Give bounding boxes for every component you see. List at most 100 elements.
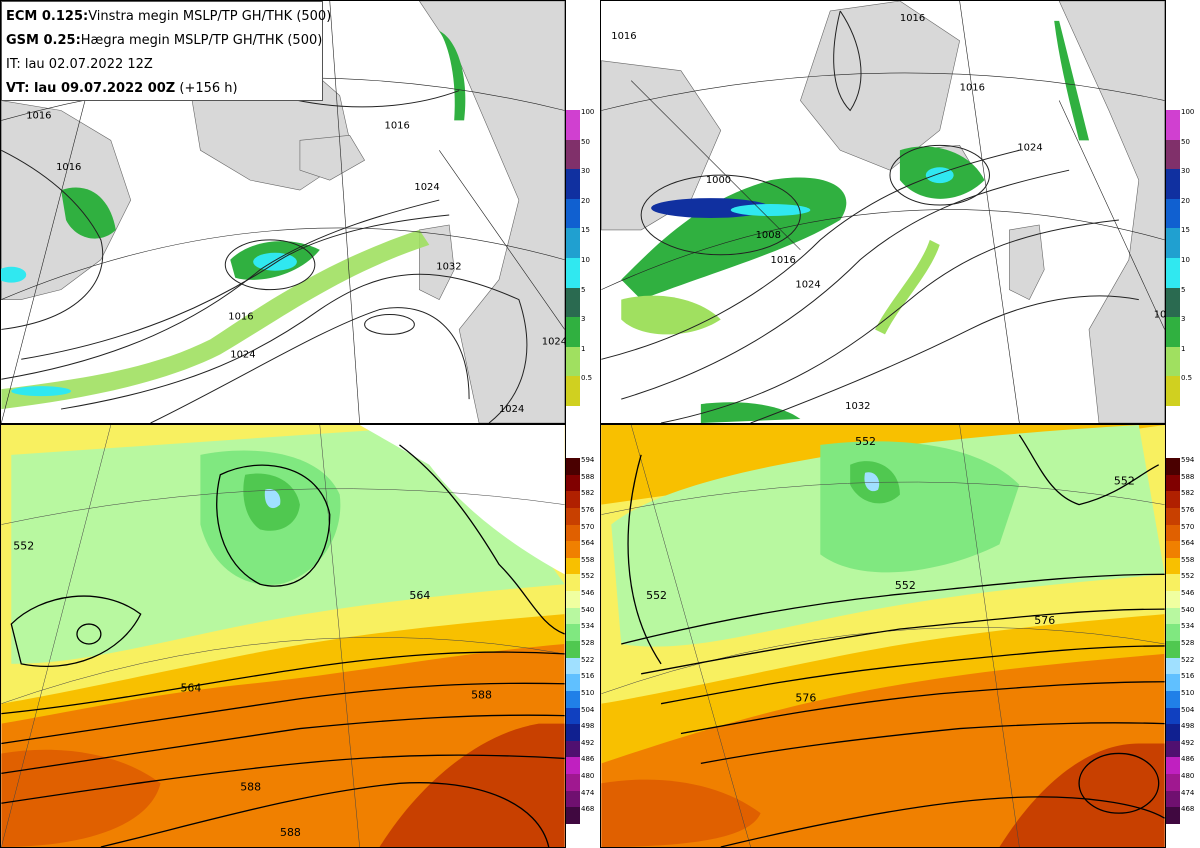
isobar-low bbox=[640, 174, 801, 256]
isobar bbox=[750, 295, 1139, 423]
colorbar-label: 510 bbox=[581, 688, 595, 697]
colorbar-segment bbox=[1166, 287, 1180, 318]
isobar-label: 1016 bbox=[56, 162, 81, 173]
colorbar-label: 540 bbox=[1181, 605, 1195, 614]
colorbar-label: 576 bbox=[581, 505, 595, 514]
height-contour bbox=[1, 714, 565, 774]
colorbar-segment bbox=[566, 724, 580, 742]
colorbar-label: 570 bbox=[581, 522, 595, 531]
colorbar-label: 480 bbox=[581, 772, 595, 781]
thk-fill-528 bbox=[264, 489, 281, 509]
colorbar-segment bbox=[566, 491, 580, 509]
precip-greenland-east bbox=[439, 30, 466, 121]
colorbar-label: 1 bbox=[581, 344, 586, 353]
colorbar-segment bbox=[566, 198, 580, 229]
colorbar-segment bbox=[566, 740, 580, 758]
height-contour bbox=[76, 623, 102, 645]
colorbar-segment bbox=[1166, 317, 1180, 348]
isobar-label: 1008 bbox=[756, 230, 781, 241]
height-contour bbox=[1018, 434, 1159, 506]
colorbar-segment bbox=[1166, 139, 1180, 170]
colorbar-label: 492 bbox=[581, 738, 595, 747]
isobar-label: 1016 bbox=[960, 83, 985, 94]
height-contour bbox=[641, 608, 1165, 675]
isobar bbox=[660, 219, 1119, 423]
latitude-line bbox=[601, 481, 1165, 515]
longitude-line bbox=[329, 1, 360, 423]
thk-fill-528 bbox=[864, 472, 880, 492]
colorbar-label: 100 bbox=[581, 108, 595, 116]
thickness-colorbar-left: 594 588 582 576 570 564 558 552 546 540 534 528 522 5… bbox=[566, 456, 600, 825]
colorbar-label: 492 bbox=[1181, 738, 1195, 747]
isobar-label: 1016 bbox=[26, 110, 51, 121]
colorbar-label: 474 bbox=[1181, 788, 1195, 797]
colorbar-label: 10 bbox=[581, 256, 590, 264]
colorbar-label: 546 bbox=[581, 589, 595, 598]
colorbar-segment bbox=[566, 169, 580, 200]
colorbar-label: 594 bbox=[1181, 456, 1195, 464]
colorbar-label: 534 bbox=[581, 622, 595, 631]
colorbar-segment bbox=[1166, 258, 1180, 289]
thickness-colorbar: 594 588 582 576 570 564 558 552 546 540 534 528 522 5… bbox=[1166, 456, 1200, 825]
colorbar-label: 564 bbox=[581, 539, 595, 548]
colorbar-segment bbox=[566, 707, 580, 725]
colorbar-segment bbox=[566, 524, 580, 542]
isobar-high bbox=[364, 314, 415, 335]
gsm-gh-thk-map: 552 552 552 576 576 552 bbox=[600, 424, 1166, 848]
isobar-label: 1024 bbox=[542, 336, 565, 347]
height-label: 564 bbox=[180, 682, 201, 695]
colorbar-segment bbox=[566, 110, 580, 141]
colorbar-segment bbox=[566, 228, 580, 259]
height-label: 564 bbox=[409, 589, 430, 602]
colorbar-label: 504 bbox=[1181, 705, 1195, 714]
longitude-line bbox=[1, 425, 112, 847]
height-contour bbox=[399, 444, 565, 635]
precip-band-west bbox=[61, 187, 116, 239]
ecm-thk-map-svg: 564 564 588 588 588 552 bbox=[1, 425, 565, 847]
colorbar-label: 510 bbox=[1181, 688, 1195, 697]
colorbar-label: 498 bbox=[581, 722, 595, 731]
colorbar-label: 564 bbox=[1181, 539, 1195, 548]
latitude-line bbox=[1, 227, 565, 300]
colorbar-segment bbox=[1166, 740, 1180, 758]
colorbar-segment bbox=[1166, 557, 1180, 575]
height-contour bbox=[10, 595, 142, 668]
colorbar-label: 558 bbox=[1181, 555, 1195, 564]
colorbar-label: 594 bbox=[581, 456, 595, 464]
colorbar-segment bbox=[566, 557, 580, 575]
colorbar-segment bbox=[566, 287, 580, 318]
colorbar-segment bbox=[1166, 228, 1180, 259]
colorbar-segment bbox=[1166, 674, 1180, 692]
colorbar-segment bbox=[566, 139, 580, 170]
height-label: 588 bbox=[471, 689, 492, 702]
colorbar-label: 552 bbox=[581, 572, 595, 581]
isobar bbox=[21, 214, 450, 360]
latitude-line bbox=[601, 209, 1165, 290]
isobar-label: 1024 bbox=[230, 349, 255, 360]
isobar-low bbox=[889, 144, 990, 206]
height-label: 588 bbox=[240, 780, 261, 793]
colorbar-segment bbox=[1166, 607, 1180, 625]
colorbar-label: 516 bbox=[1181, 672, 1195, 681]
colorbar-segment bbox=[566, 317, 580, 348]
height-contour bbox=[1078, 752, 1160, 814]
colorbar-label: 498 bbox=[1181, 722, 1195, 731]
precip-band-atlantic bbox=[1, 229, 430, 410]
colorbar-segment bbox=[1166, 376, 1180, 407]
height-contour bbox=[100, 782, 550, 847]
isobar-label: 1032 bbox=[436, 262, 461, 273]
colorbar-segment bbox=[1166, 524, 1180, 542]
height-label: 552 bbox=[1114, 475, 1135, 488]
colorbar-segment bbox=[1166, 198, 1180, 229]
colorbar-label: 522 bbox=[581, 655, 595, 664]
longitude-line bbox=[319, 425, 360, 847]
height-label: 552 bbox=[13, 539, 34, 552]
isobar bbox=[601, 149, 1020, 360]
colorbar-label: 20 bbox=[1181, 196, 1190, 205]
colorbar-segment bbox=[566, 458, 580, 476]
colorbar-label: 546 bbox=[1181, 589, 1195, 598]
colorbar-label: 588 bbox=[581, 472, 595, 481]
colorbar-label: 468 bbox=[581, 805, 595, 814]
precip-heavy-east bbox=[925, 167, 954, 184]
colorbar-label: 100 bbox=[1181, 108, 1195, 116]
